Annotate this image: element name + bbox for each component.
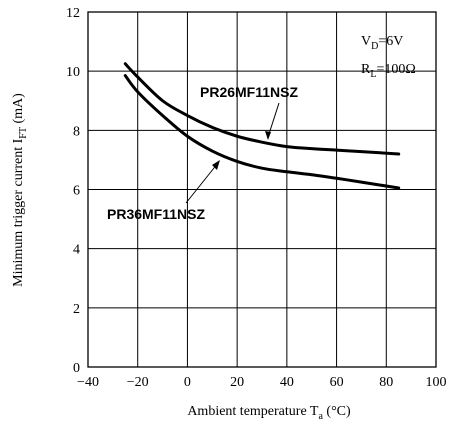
conditions-box: VD=6V RL=100Ω (361, 34, 416, 80)
x-tick-label: 20 (230, 375, 244, 390)
y-tick-label: 10 (66, 65, 80, 80)
x-tick-label: −40 (77, 375, 99, 390)
series-line-0 (123, 62, 401, 156)
y-tick-label: 6 (73, 184, 80, 199)
series-name-pr26: PR26MF11NSZ (200, 84, 298, 100)
y-tick-label: 2 (73, 302, 80, 317)
y-tick-label: 4 (73, 243, 80, 258)
x-tick-label: 0 (184, 375, 191, 390)
condition-vd: VD=6V (361, 34, 403, 52)
x-tick-label: −20 (127, 375, 149, 390)
y-tick-label: 0 (73, 361, 80, 376)
x-tick-label: 60 (330, 375, 344, 390)
y-axis-label: Minimum trigger current IFT (mA) (11, 93, 29, 287)
arrowhead-pr36 (212, 160, 220, 170)
grid-lines (88, 12, 436, 367)
y-tick-label: 8 (73, 124, 80, 139)
x-axis-label: Ambient temperature Ta (°C) (187, 404, 351, 422)
condition-rl: RL=100Ω (361, 62, 416, 80)
y-tick-label: 12 (66, 6, 80, 21)
series-label-pr26: PR26MF11NSZ (200, 84, 298, 140)
pointer-arrow-pr26 (267, 102, 280, 138)
pointer-arrow-pr36 (185, 162, 219, 204)
series-name-pr36: PR36MF11NSZ (107, 206, 205, 222)
arrowhead-pr26 (265, 131, 271, 140)
axis-ticks: −40 −20 0 20 40 60 80 100 0 2 4 6 8 10 12 (66, 6, 447, 390)
x-tick-label: 80 (379, 375, 393, 390)
plot-frame (87, 11, 437, 368)
series-label-pr36: PR36MF11NSZ (107, 160, 220, 222)
series-group (123, 62, 401, 190)
x-tick-label: 100 (426, 375, 447, 390)
x-tick-label: 40 (280, 375, 294, 390)
series-line-1 (123, 74, 401, 190)
